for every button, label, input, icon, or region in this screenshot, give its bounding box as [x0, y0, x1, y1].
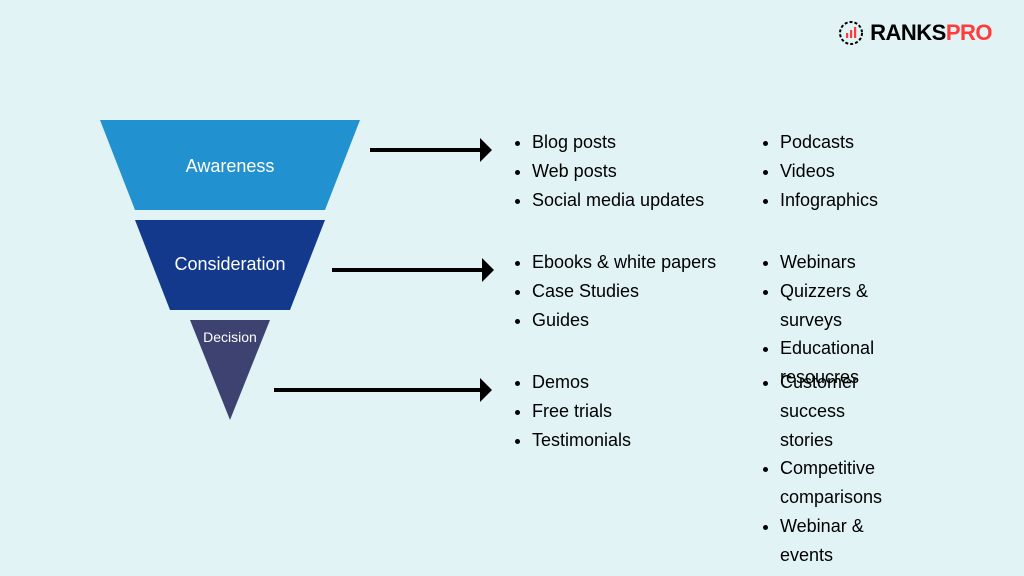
list-item: Web posts	[532, 157, 704, 186]
arrow-1	[330, 256, 496, 284]
list-item: Webinars	[780, 248, 874, 277]
content-row-1: Ebooks & white papersCase StudiesGuidesW…	[512, 248, 716, 334]
list-item: Quizzers & surveys	[780, 277, 874, 335]
content-list-2-right: Customer success storiesCompetitive comp…	[760, 368, 882, 570]
content-list-0-left: Blog postsWeb postsSocial media updates	[512, 128, 704, 214]
funnel-label-2: Decision	[203, 329, 257, 345]
gear-bars-icon	[838, 20, 864, 46]
funnel-label-0: Awareness	[186, 156, 275, 176]
list-item: Infographics	[780, 186, 878, 215]
content-row-0: Blog postsWeb postsSocial media updatesP…	[512, 128, 704, 214]
arrow-2	[272, 376, 494, 404]
list-item: Webinar & events	[780, 512, 882, 570]
list-item: Podcasts	[780, 128, 878, 157]
list-item: Blog posts	[532, 128, 704, 157]
content-list-2-left: DemosFree trialsTestimonials	[512, 368, 631, 454]
list-item: Customer success stories	[780, 368, 882, 454]
list-item: Videos	[780, 157, 878, 186]
list-item: Competitive comparisons	[780, 454, 882, 512]
brand-logo: RANKSPRO	[838, 20, 992, 46]
content-row-2: DemosFree trialsTestimonialsCustomer suc…	[512, 368, 631, 454]
content-list-0-right: PodcastsVideosInfographics	[760, 128, 878, 214]
list-item: Social media updates	[532, 186, 704, 215]
funnel-label-1: Consideration	[174, 254, 285, 274]
list-item: Guides	[532, 306, 716, 335]
content-list-1-left: Ebooks & white papersCase StudiesGuides	[512, 248, 716, 334]
list-item: Demos	[532, 368, 631, 397]
list-item: Free trials	[532, 397, 631, 426]
arrow-0	[368, 136, 494, 164]
list-item: Case Studies	[532, 277, 716, 306]
logo-text: RANKSPRO	[870, 20, 992, 46]
list-item: Testimonials	[532, 426, 631, 455]
list-item: Ebooks & white papers	[532, 248, 716, 277]
